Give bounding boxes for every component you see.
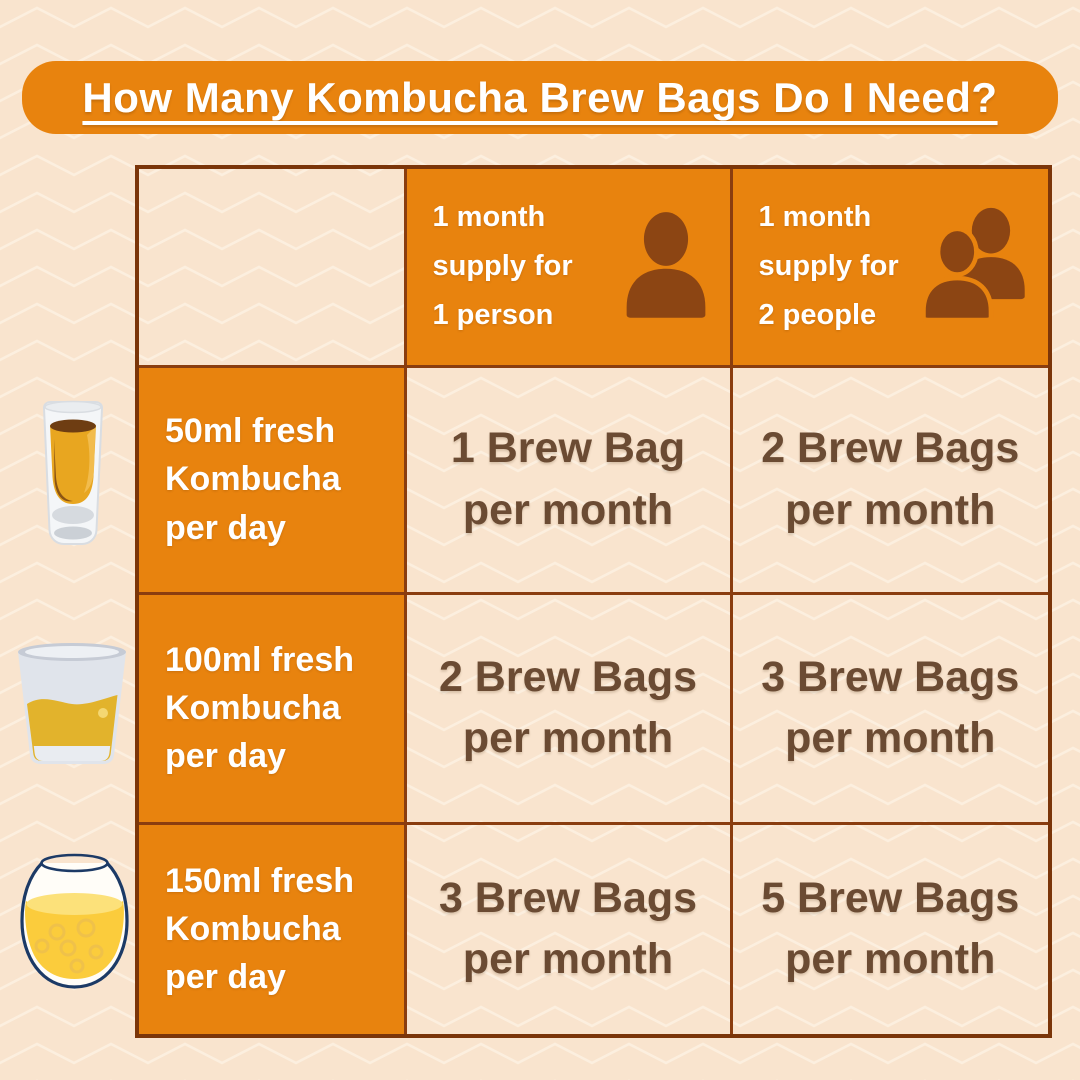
cell-50ml-2people: 2 Brew Bags per month — [729, 364, 1052, 595]
row-header-50ml: 50ml fresh Kombucha per day — [135, 364, 407, 595]
row-header-100ml: 100ml fresh Kombucha per day — [135, 591, 407, 825]
title-banner: How Many Kombucha Brew Bags Do I Need? — [22, 61, 1058, 134]
row-header-150ml: 150ml fresh Kombucha per day — [135, 821, 407, 1038]
table-row: 100ml fresh Kombucha per day 2 Brew Bags… — [135, 591, 1052, 825]
row-label-150ml: 150ml fresh Kombucha per day — [165, 861, 354, 997]
cell-100ml-1person: 2 Brew Bags per month — [403, 591, 733, 825]
header-cell-1-person: 1 month supply for 1 person — [403, 165, 733, 368]
page-title: How Many Kombucha Brew Bags Do I Need? — [82, 73, 998, 121]
tumbler-glass-icon — [14, 640, 130, 766]
header-cell-2-people: 1 month supply for 2 people — [729, 165, 1052, 368]
shot-glass-icon — [38, 399, 108, 547]
cell-150ml-1person: 3 Brew Bags per month — [403, 821, 733, 1038]
cell-50ml-1person: 1 Brew Bag per month — [403, 364, 733, 595]
row-label-100ml: 100ml fresh Kombucha per day — [165, 640, 354, 776]
header-label-1-person: 1 month supply for 1 person — [432, 200, 573, 332]
person-icon — [618, 210, 714, 323]
table-row: 50ml fresh Kombucha per day 1 Brew Bag p… — [135, 364, 1052, 595]
cell-100ml-2people: 3 Brew Bags per month — [729, 591, 1052, 825]
kombucha-table: 1 month supply for 1 person 1 month supp… — [135, 165, 1052, 1038]
cell-150ml-2people: 5 Brew Bags per month — [729, 821, 1052, 1038]
header-label-2-people: 1 month supply for 2 people — [758, 200, 899, 332]
people-icon — [918, 206, 1032, 327]
row-label-50ml: 50ml fresh Kombucha per day — [165, 412, 341, 547]
table-header-row: 1 month supply for 1 person 1 month supp… — [135, 165, 1052, 368]
empty-corner-cell — [135, 165, 407, 368]
round-glass-icon — [12, 848, 137, 998]
table-row: 150ml fresh Kombucha per day 3 Brew Bags… — [135, 821, 1052, 1038]
